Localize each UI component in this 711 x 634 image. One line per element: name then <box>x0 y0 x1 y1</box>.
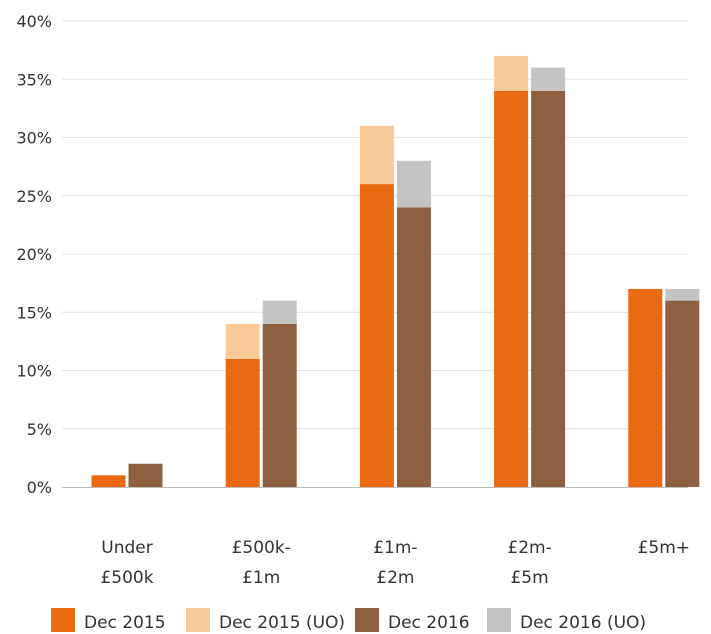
bar-dec-2015 <box>91 475 126 487</box>
legend-label: Dec 2015 (UO) <box>219 613 345 633</box>
y-tick-label: 5% <box>27 420 52 439</box>
bar-dec-2016 <box>396 207 431 487</box>
bar-dec-2015 <box>359 184 394 487</box>
legend: Dec 2015 Dec 2015 (UO) Dec 2016 Dec 2016 (U… <box>51 608 646 633</box>
x-axis-category-labels: Under £500k £500k- £1m £1m- £2m £2m- £5m £5m+ <box>100 538 690 588</box>
bar-dec-2016-uo- <box>665 288 700 301</box>
x-tick-label: Under <box>101 538 152 558</box>
legend-swatch <box>355 608 379 632</box>
bar-dec-2015-uo- <box>494 55 529 91</box>
y-tick-label: 0% <box>27 478 52 497</box>
y-tick-label: 35% <box>16 70 52 89</box>
y-tick-label: 10% <box>16 362 52 381</box>
legend-label: Dec 2016 <box>388 613 470 633</box>
bars <box>91 55 700 488</box>
y-tick-label: 15% <box>16 303 52 322</box>
x-tick-label: £1m- <box>373 538 417 558</box>
bar-dec-2015 <box>494 90 529 488</box>
bar-dec-2016-uo- <box>396 160 431 208</box>
legend-swatch <box>51 608 75 632</box>
bar-dec-2015-uo- <box>359 125 394 185</box>
x-tick-label: £2m <box>376 568 414 588</box>
bar-dec-2016 <box>128 463 163 487</box>
legend-label: Dec 2016 (UO) <box>520 613 646 633</box>
x-tick-label: £2m- <box>507 538 551 558</box>
bar-dec-2015 <box>225 358 260 487</box>
x-tick-label: £500k <box>100 568 153 588</box>
bar-dec-2015 <box>628 288 663 487</box>
y-tick-label: 25% <box>16 187 52 206</box>
legend-swatch <box>186 608 210 632</box>
y-axis-tick-labels: 0% 5% 10% 15% 20% 25% 30% 35% 40% <box>16 12 52 497</box>
x-tick-label: £5m <box>510 568 548 588</box>
bar-dec-2016 <box>262 323 297 487</box>
bar-dec-2016 <box>665 300 700 487</box>
x-tick-label: £500k- <box>232 538 291 558</box>
y-tick-label: 40% <box>16 12 52 31</box>
bar-dec-2016-uo- <box>262 300 297 324</box>
y-tick-label: 20% <box>16 245 52 264</box>
legend-swatch <box>487 608 511 632</box>
legend-label: Dec 2015 <box>84 613 166 633</box>
bar-dec-2015-uo- <box>225 323 260 359</box>
x-tick-label: £1m <box>242 568 280 588</box>
bar-dec-2016-uo- <box>531 67 566 91</box>
x-tick-label: £5m+ <box>638 538 690 558</box>
y-tick-label: 30% <box>16 129 52 148</box>
bar-dec-2016 <box>531 90 566 488</box>
